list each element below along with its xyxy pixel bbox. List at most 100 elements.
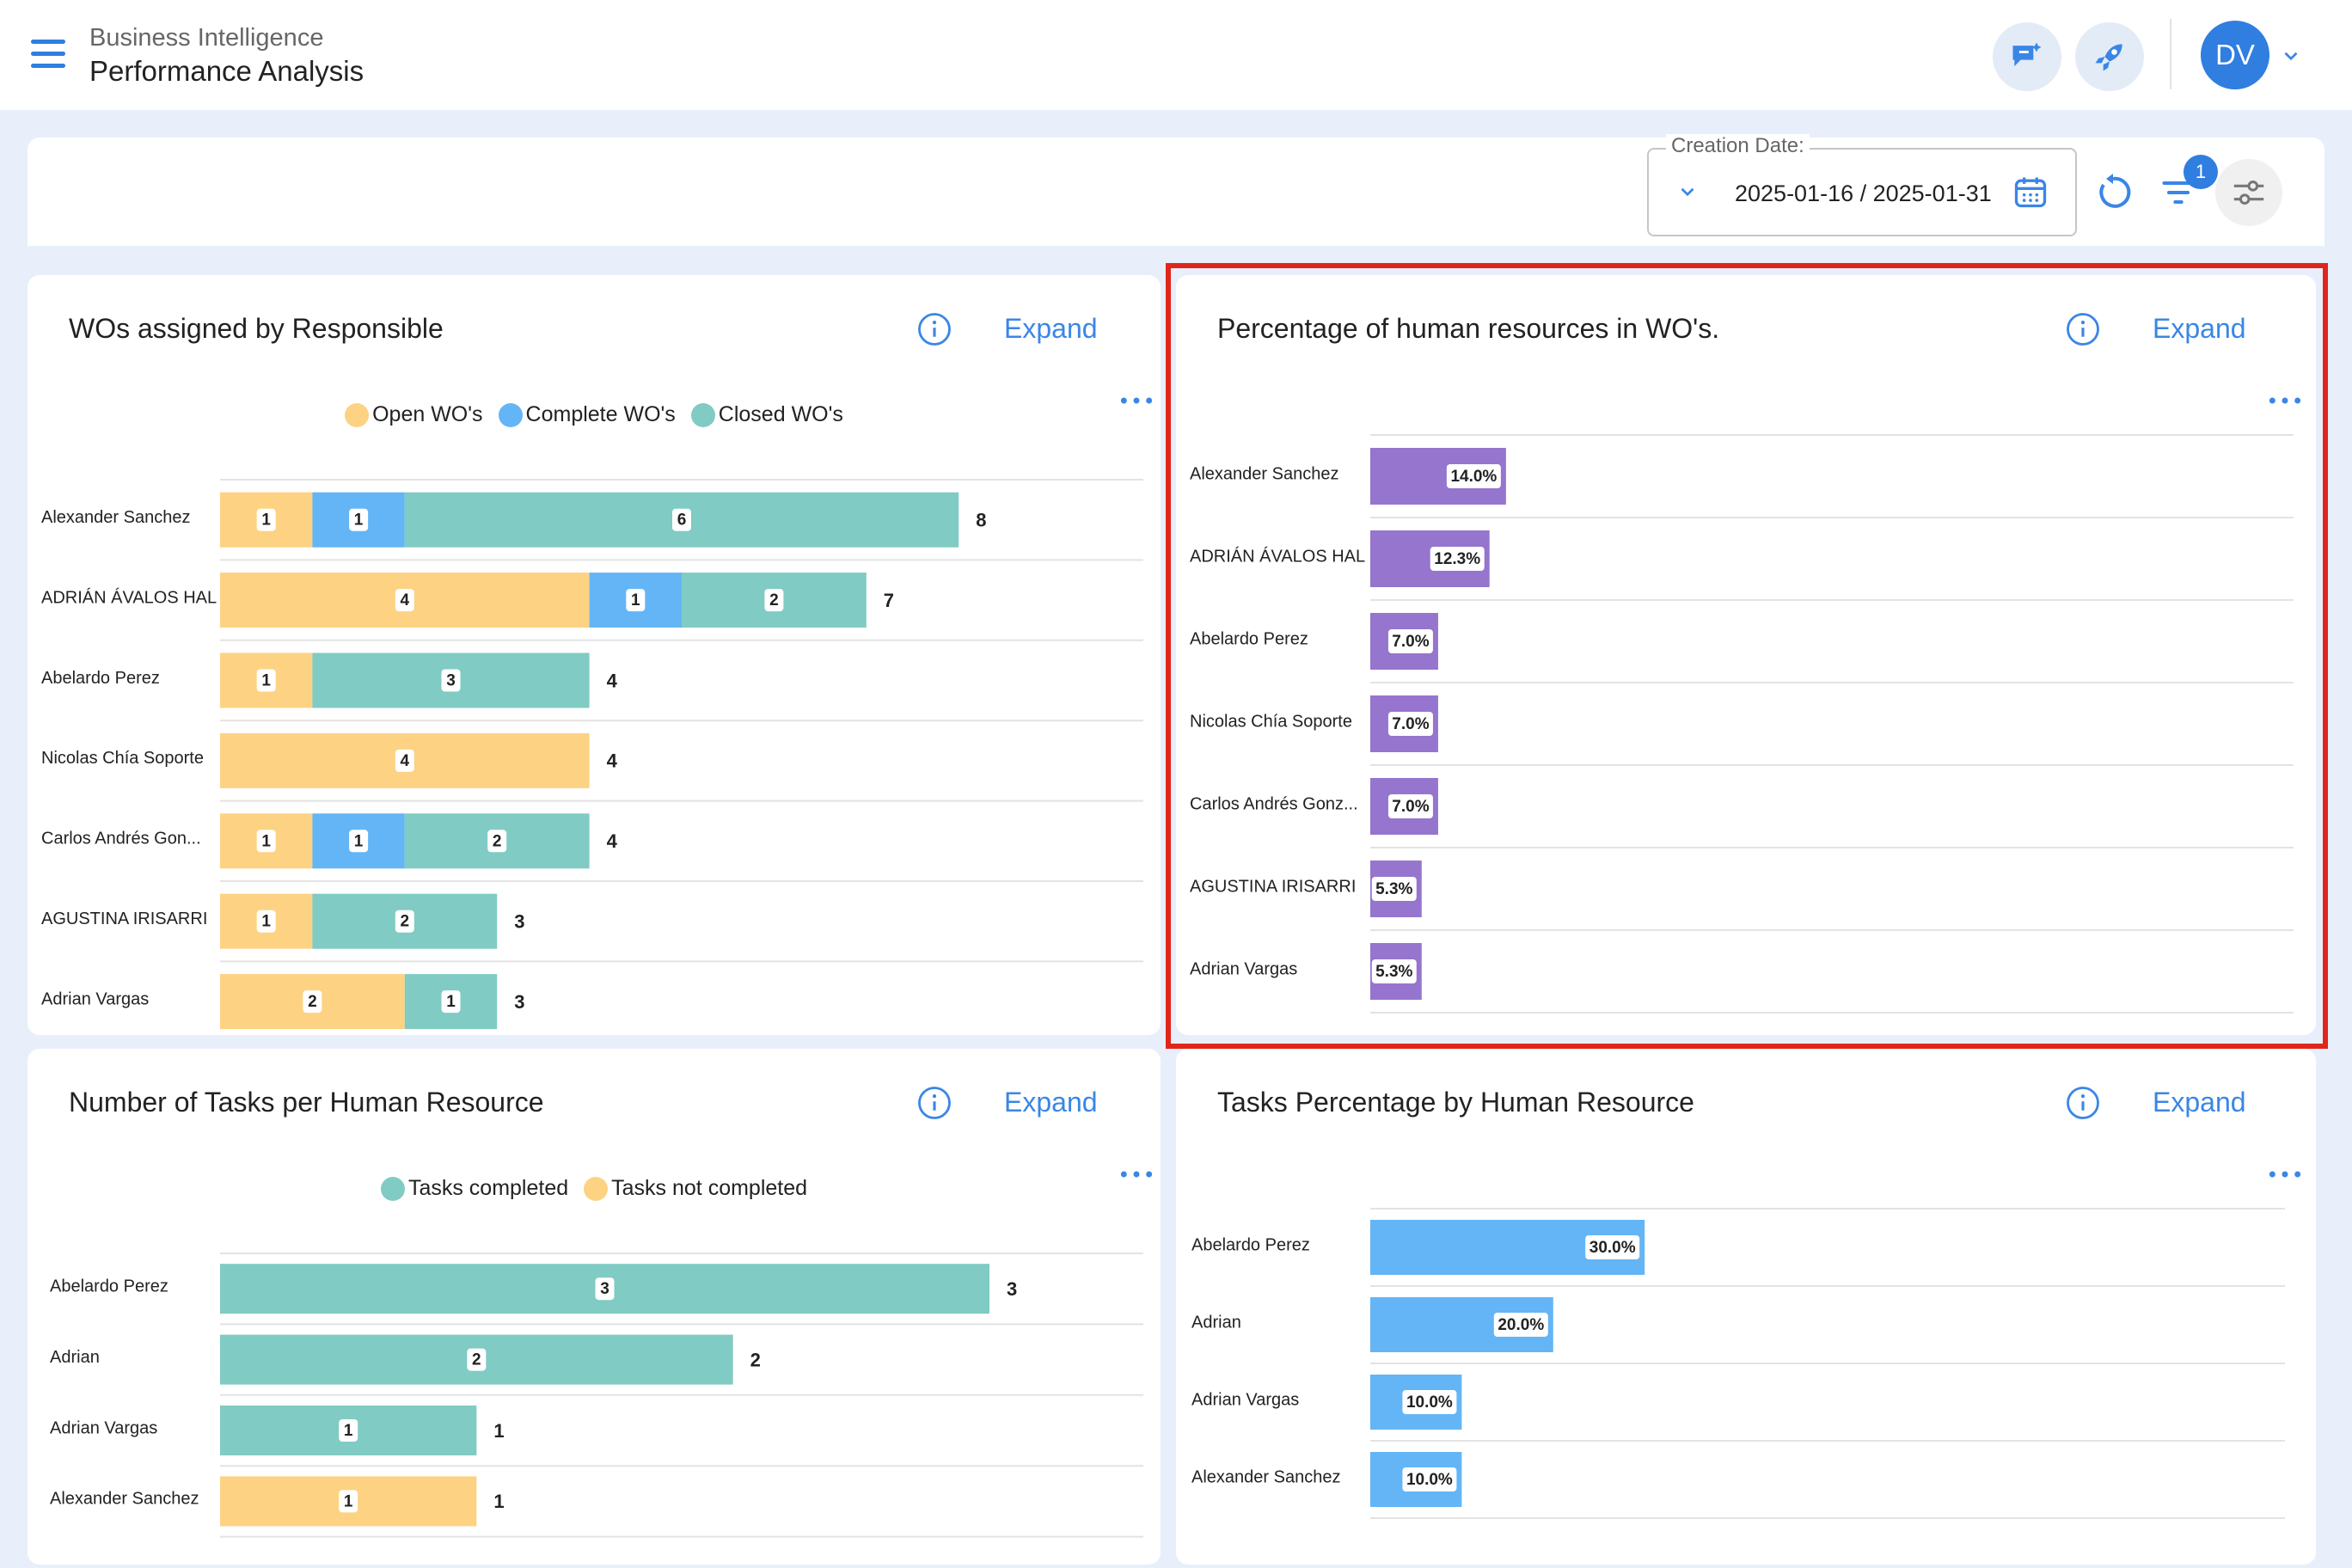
launch-button[interactable] (2075, 22, 2144, 91)
data-label: 7.0% (1392, 798, 1429, 816)
more-options-icon[interactable] (1119, 1169, 1154, 1179)
legend-label: Tasks completed (407, 1176, 569, 1200)
total-label-alexander-sanchez: 1 (493, 1491, 504, 1512)
data-label-bg (441, 990, 461, 1014)
data-label: 1 (344, 1492, 353, 1510)
data-label: 10.0% (1406, 1393, 1453, 1412)
more-options-icon[interactable] (2268, 1169, 2302, 1179)
data-label: 2 (308, 993, 317, 1011)
data-label: 20.0% (1498, 1316, 1544, 1334)
avatar[interactable]: DV (2201, 21, 2269, 89)
creation-date-field[interactable] (1647, 148, 2077, 236)
data-label: 1 (261, 913, 271, 931)
chart-legend: Open WO's Complete WO's Closed WO's (28, 402, 1161, 427)
category-label-adrian-vargas: Adrian Vargas (50, 1418, 157, 1437)
category-label-abelardo-perez: Abelardo Perez (50, 1277, 168, 1295)
chat-sparkle-icon (2012, 42, 2042, 66)
date-range-value[interactable]: 2025-01-16 / 2025-01-31 (1735, 181, 1992, 206)
data-label: 1 (261, 511, 271, 530)
expand-button[interactable]: Expand (2153, 1087, 2246, 1118)
total-label-carlos-andr-s-gon: 4 (607, 830, 618, 852)
legend-label: Complete WO's (525, 402, 676, 426)
category-label-carlos-andr-s-gonz: Carlos Andrés Gonz... (1190, 794, 1358, 813)
filter-settings-button[interactable] (2215, 159, 2282, 226)
info-icon[interactable] (2065, 1085, 2101, 1121)
data-label-bg (1387, 794, 1433, 818)
data-label-bg (339, 1419, 358, 1442)
legend-swatch (690, 402, 715, 427)
more-options-icon[interactable] (1119, 395, 1154, 406)
legend-closed-wos[interactable]: Closed WO's (690, 402, 843, 427)
total-label-abelardo-perez: 3 (1007, 1278, 1017, 1300)
expand-button[interactable]: Expand (1004, 313, 1098, 344)
card-title: WOs assigned by Responsible (69, 313, 444, 344)
legend-swatch (584, 1176, 609, 1201)
category-label-abelardo-perez: Abelardo Perez (1190, 629, 1308, 648)
data-label: 10.0% (1406, 1471, 1453, 1489)
data-label-bg (395, 589, 414, 612)
chart-legend: Tasks completed Tasks not completed (28, 1176, 1161, 1201)
menu-icon[interactable] (31, 40, 65, 69)
data-label-bg (1402, 1467, 1457, 1491)
legend-open-wos[interactable]: Open WO's (345, 402, 483, 427)
data-label: 4 (401, 591, 410, 609)
tasks-percentage-card: Tasks Percentage by Human Resource Expan… (1176, 1049, 2316, 1565)
refresh-icon[interactable] (2092, 172, 2134, 213)
data-label: 12.3% (1434, 550, 1480, 568)
data-label-bg (1493, 1313, 1548, 1337)
category-label-adrian-vargas: Adrian Vargas (1190, 959, 1297, 978)
data-label: 1 (261, 672, 271, 690)
data-label-bg (595, 1277, 615, 1301)
creation-date-label: Creation Date: (1666, 134, 1810, 158)
category-label-abelardo-perez: Abelardo Perez (41, 669, 160, 688)
legend-complete-wos[interactable]: Complete WO's (498, 402, 676, 427)
data-label: 7.0% (1392, 633, 1429, 651)
expand-button[interactable]: Expand (1004, 1087, 1098, 1118)
category-label-adri-n-valos-hal: ADRIÁN ÁVALOS HAL (1190, 546, 1365, 566)
legend-label: Tasks not completed (611, 1176, 808, 1200)
calendar-icon[interactable] (2012, 172, 2049, 211)
data-label-bg (303, 990, 322, 1014)
category-label-adri-n-valos-hal: ADRIÁN ÁVALOS HAL (41, 587, 217, 607)
total-label-nicolas-ch-a-soporte: 4 (607, 750, 618, 772)
category-label-alexander-sanchez: Alexander Sanchez (50, 1490, 199, 1509)
data-label: 3 (446, 672, 456, 690)
card-title: Tasks Percentage by Human Resource (1217, 1087, 1694, 1118)
chat-ai-button[interactable] (1993, 22, 2061, 91)
legend-swatch (380, 1176, 405, 1201)
legend-label: Open WO's (372, 402, 483, 426)
info-icon[interactable] (916, 1085, 952, 1121)
total-label-adrian-vargas: 1 (493, 1420, 504, 1442)
data-label: 1 (344, 1422, 353, 1440)
data-label: 1 (354, 511, 364, 530)
rocket-icon (2095, 44, 2122, 71)
data-label-bg (467, 1348, 487, 1371)
data-label: 2 (401, 913, 410, 931)
category-label-adrian: Adrian (50, 1348, 100, 1367)
data-label: 2 (769, 591, 779, 609)
total-label-abelardo-perez: 4 (607, 670, 618, 691)
data-label-bg (1371, 959, 1417, 983)
legend-tasks-completed[interactable]: Tasks completed (380, 1176, 569, 1201)
data-label: 1 (446, 993, 456, 1011)
info-icon[interactable] (916, 311, 952, 347)
data-label-bg (395, 910, 414, 933)
data-label-bg (395, 749, 414, 772)
chevron-down-icon[interactable] (2280, 45, 2302, 67)
legend-tasks-not-completed[interactable]: Tasks not completed (584, 1176, 807, 1201)
wo-by-responsible-card: WOs assigned by Responsible Expand Open … (28, 275, 1161, 1035)
more-options-icon[interactable] (2268, 395, 2302, 406)
category-label-nicolas-ch-a-soporte: Nicolas Chía Soporte (1190, 712, 1352, 731)
total-label-adri-n-valos-hal: 7 (884, 590, 894, 611)
tasks-percentage-chart: Abelardo Perez 30.0% Adrian 20.0% Adrian Var… (1191, 1208, 2285, 1519)
card-title: Number of Tasks per Human Resource (69, 1087, 544, 1118)
data-label-bg (339, 1490, 358, 1513)
card-title: Percentage of human resources in WO's. (1217, 313, 1720, 344)
breadcrumb[interactable]: Business Intelligence (89, 24, 324, 52)
page-title: Performance Analysis (89, 55, 364, 87)
expand-button[interactable]: Expand (2153, 313, 2246, 344)
legend-swatch (345, 402, 370, 427)
chevron-down-icon[interactable] (1676, 181, 1699, 203)
info-icon[interactable] (2065, 311, 2101, 347)
legend-swatch (498, 402, 523, 427)
